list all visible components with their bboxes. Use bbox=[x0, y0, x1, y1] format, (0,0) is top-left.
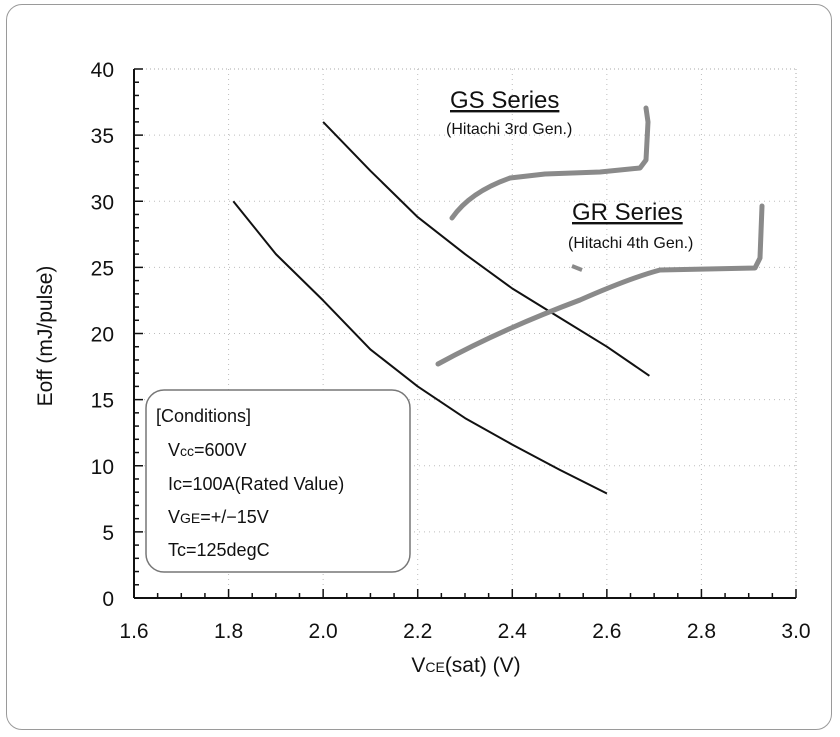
y-tick-label: 25 bbox=[91, 257, 114, 280]
condition-tc-main: T bbox=[168, 540, 179, 560]
x-tick-label: 1.6 bbox=[119, 620, 148, 643]
condition-tc-rest: =125degC bbox=[186, 540, 270, 560]
condition-vcc-rest: =600V bbox=[194, 440, 247, 460]
y-tick-label: 40 bbox=[91, 59, 114, 82]
y-tick-labels: 0 5 10 15 20 25 30 35 40 bbox=[91, 59, 114, 611]
x-tick-label: 3.0 bbox=[781, 620, 810, 643]
condition-ic-sub: c bbox=[173, 474, 182, 494]
condition-tc: Tc=125degC bbox=[168, 540, 270, 560]
condition-vcc: Vcc=600V bbox=[168, 440, 247, 460]
gr-callout-pointer bbox=[435, 203, 765, 367]
figure-frame bbox=[6, 4, 832, 730]
x-tick-labels: 1.6 1.8 2.0 2.2 2.4 2.6 2.8 3.0 bbox=[119, 620, 810, 643]
y-tick-label: 35 bbox=[91, 125, 114, 148]
condition-ic-main: I bbox=[168, 474, 173, 494]
gs-series-callout: GS Series (Hitachi 3rd Gen.) bbox=[446, 87, 651, 221]
condition-vcc-sub: cc bbox=[180, 443, 194, 459]
gs-series-line bbox=[322, 121, 650, 377]
condition-vge-sub: GE bbox=[180, 510, 200, 526]
gr-series-line bbox=[232, 200, 608, 495]
conditions-heading: [Conditions] bbox=[156, 406, 251, 426]
x-axis-label-main: V bbox=[411, 654, 425, 677]
y-tick-label: 5 bbox=[102, 522, 114, 545]
x-axis-label-rest: (sat) (V) bbox=[445, 654, 521, 677]
x-axis-label: VCE(sat) (V) bbox=[411, 654, 520, 677]
gr-callout-tick bbox=[571, 264, 583, 272]
conditions-box-border bbox=[145, 389, 411, 573]
gr-series-callout: GR Series (Hitachi 4th Gen.) bbox=[435, 199, 765, 367]
y-tick-label: 0 bbox=[102, 588, 114, 611]
y-tick-label: 15 bbox=[91, 390, 114, 413]
gs-series-title: GS Series bbox=[450, 87, 559, 114]
tick-marks bbox=[133, 68, 797, 599]
condition-vge: VGE=+/−15V bbox=[168, 507, 269, 527]
gs-callout-pointer bbox=[449, 105, 651, 221]
condition-tc-sub: c bbox=[177, 540, 186, 560]
y-tick-label: 10 bbox=[91, 456, 114, 479]
condition-vge-main: V bbox=[168, 507, 180, 527]
gr-series-subtitle: (Hitachi 4th Gen.) bbox=[568, 235, 693, 252]
condition-ic: Ic=100A(Rated Value) bbox=[168, 474, 344, 494]
data-series bbox=[232, 121, 650, 495]
x-tick-label: 1.8 bbox=[214, 620, 243, 643]
x-tick-label: 2.2 bbox=[403, 620, 432, 643]
conditions-box: [Conditions] Vcc=600V Ic=100A(Rated Valu… bbox=[145, 389, 411, 573]
y-tick-label: 30 bbox=[91, 191, 114, 214]
gr-series-title: GR Series bbox=[572, 199, 683, 226]
x-tick-label: 2.6 bbox=[592, 620, 621, 643]
x-tick-label: 2.8 bbox=[687, 620, 716, 643]
condition-vge-rest: =+/−15V bbox=[200, 507, 269, 527]
condition-ic-rest: =100A(Rated Value) bbox=[182, 474, 344, 494]
x-tick-label: 2.0 bbox=[309, 620, 338, 643]
y-tick-label: 20 bbox=[91, 324, 114, 347]
gs-series-subtitle: (Hitachi 3rd Gen.) bbox=[446, 121, 572, 138]
x-axis-label-sub: CE bbox=[425, 659, 444, 675]
x-tick-label: 2.4 bbox=[498, 620, 528, 643]
condition-vcc-main: V bbox=[168, 440, 180, 460]
y-axis-label: Eoff (mJ/pulse) bbox=[34, 266, 57, 407]
